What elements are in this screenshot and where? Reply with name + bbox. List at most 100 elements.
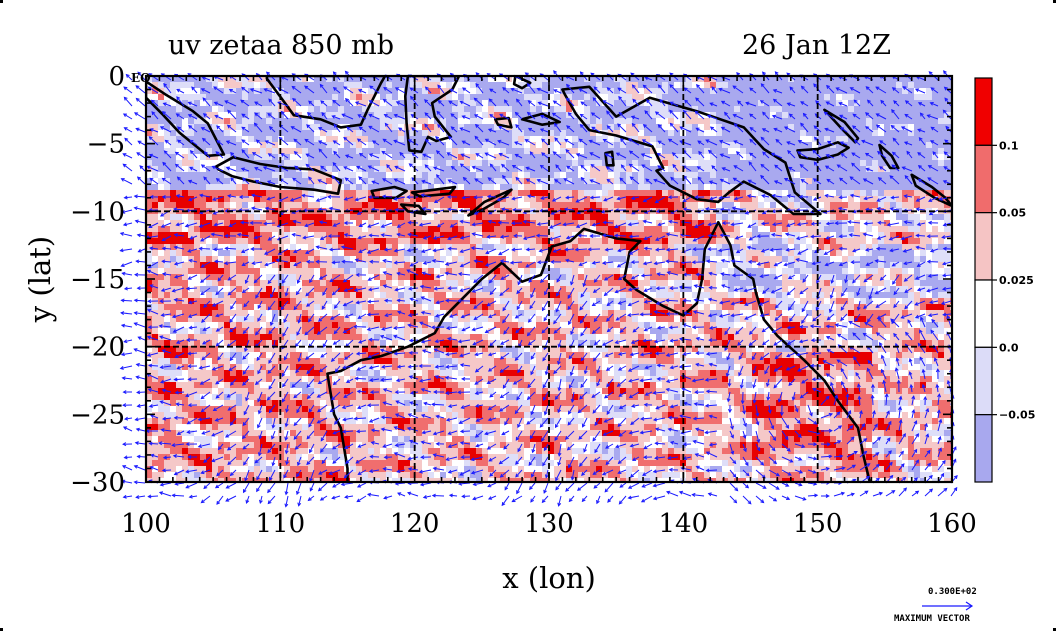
field-cell <box>698 148 704 154</box>
field-cell <box>344 244 350 250</box>
field-cell <box>620 226 626 232</box>
field-cell <box>470 196 476 202</box>
field-cell <box>920 292 926 298</box>
field-cell <box>662 184 668 190</box>
field-cell <box>290 142 296 148</box>
field-cell <box>446 214 452 220</box>
field-cell <box>656 190 662 196</box>
field-cell <box>578 202 584 208</box>
field-cell <box>620 292 626 298</box>
field-cell <box>836 292 842 298</box>
field-cell <box>494 106 500 112</box>
field-cell <box>692 172 698 178</box>
field-cell <box>290 286 296 292</box>
field-cell <box>854 226 860 232</box>
field-cell <box>386 166 392 172</box>
field-cell <box>650 196 656 202</box>
field-cell <box>578 154 584 160</box>
field-cell <box>350 190 356 196</box>
field-cell <box>608 274 614 280</box>
field-cell <box>746 202 752 208</box>
field-cell <box>860 256 866 262</box>
field-cell <box>728 76 734 82</box>
field-cell <box>818 280 824 286</box>
field-cell <box>758 226 764 232</box>
field-cell <box>800 202 806 208</box>
field-cell <box>590 226 596 232</box>
field-cell <box>698 82 704 88</box>
field-cell <box>908 202 914 208</box>
field-cell <box>182 286 188 292</box>
field-cell <box>662 124 668 130</box>
field-cell <box>734 160 740 166</box>
field-cell <box>848 202 854 208</box>
field-cell <box>272 280 278 286</box>
field-cell <box>614 130 620 136</box>
field-cell <box>302 202 308 208</box>
field-cell <box>824 292 830 298</box>
field-cell <box>548 232 554 238</box>
field-cell <box>530 190 536 196</box>
field-cell <box>524 244 530 250</box>
field-cell <box>194 238 200 244</box>
field-cell <box>146 148 152 154</box>
field-cell <box>602 118 608 124</box>
field-cell <box>800 256 806 262</box>
field-cell <box>296 202 302 208</box>
field-cell <box>776 76 782 82</box>
field-cell <box>704 262 710 268</box>
field-cell <box>512 280 518 286</box>
field-cell <box>338 238 344 244</box>
field-cell <box>188 154 194 160</box>
field-cell <box>614 166 620 172</box>
field-cell <box>494 172 500 178</box>
field-cell <box>410 172 416 178</box>
field-cell <box>476 220 482 226</box>
field-cell <box>368 130 374 136</box>
field-cell <box>398 154 404 160</box>
field-cell <box>554 94 560 100</box>
field-cell <box>638 94 644 100</box>
field-cell <box>368 286 374 292</box>
field-cell <box>248 118 254 124</box>
field-cell <box>878 226 884 232</box>
field-cell <box>560 202 566 208</box>
field-cell <box>314 214 320 220</box>
field-cell <box>296 160 302 166</box>
field-cell <box>188 292 194 298</box>
field-cell <box>176 94 182 100</box>
field-cell <box>392 136 398 142</box>
field-cell <box>272 82 278 88</box>
field-cell <box>896 262 902 268</box>
field-cell <box>914 100 920 106</box>
field-cell <box>848 274 854 280</box>
field-cell <box>188 142 194 148</box>
field-cell <box>842 256 848 262</box>
field-cell <box>572 202 578 208</box>
field-cell <box>236 274 242 280</box>
field-cell <box>932 118 938 124</box>
field-cell <box>608 172 614 178</box>
field-cell <box>536 196 542 202</box>
field-cell <box>350 226 356 232</box>
field-cell <box>386 124 392 130</box>
field-cell <box>500 100 506 106</box>
field-cell <box>590 214 596 220</box>
field-cell <box>554 268 560 274</box>
field-cell <box>800 292 806 298</box>
field-cell <box>332 214 338 220</box>
field-cell <box>392 154 398 160</box>
field-cell <box>206 268 212 274</box>
field-cell <box>704 238 710 244</box>
field-cell <box>638 142 644 148</box>
field-cell <box>920 238 926 244</box>
field-cell <box>806 160 812 166</box>
field-cell <box>320 268 326 274</box>
field-cell <box>536 142 542 148</box>
field-cell <box>896 190 902 196</box>
field-cell <box>824 226 830 232</box>
field-cell <box>332 268 338 274</box>
field-cell <box>272 118 278 124</box>
field-cell <box>572 262 578 268</box>
field-cell <box>770 256 776 262</box>
